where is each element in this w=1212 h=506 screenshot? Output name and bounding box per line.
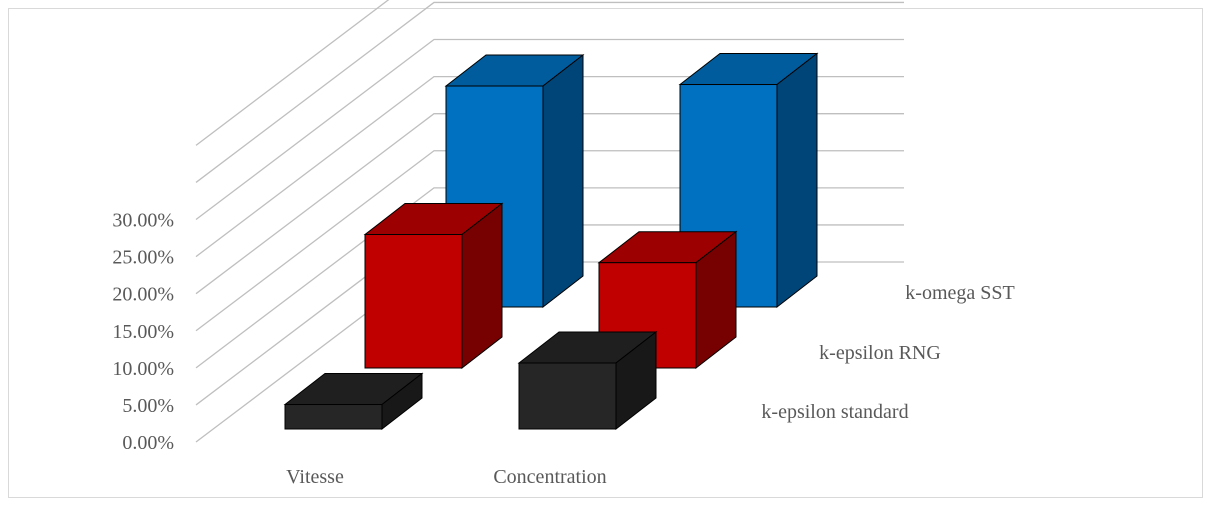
gridline bbox=[195, 38, 904, 221]
y-tick-label: 25.00% bbox=[112, 247, 174, 269]
axis-labels: 0.00% 5.00% 10.00% 15.00% 20.00% 25.00% 30.00%… bbox=[112, 210, 1014, 488]
gridline bbox=[195, 1, 904, 183]
bar bbox=[364, 234, 463, 369]
bar bbox=[284, 404, 383, 430]
bar bbox=[518, 362, 617, 430]
y-tick-label: 15.00% bbox=[112, 321, 174, 343]
category-label: Concentration bbox=[493, 466, 606, 488]
bar-side bbox=[776, 52, 818, 309]
series-label: k-epsilon RNG bbox=[819, 342, 941, 364]
gridline bbox=[195, 0, 390, 146]
series-label: k-omega SST bbox=[905, 282, 1014, 304]
bar-side bbox=[542, 53, 584, 309]
y-tick-label: 5.00% bbox=[122, 395, 174, 417]
y-tick-label: 0.00% bbox=[122, 432, 174, 454]
category-label: Vitesse bbox=[286, 466, 344, 488]
series-label: k-epsilon standard bbox=[761, 401, 908, 423]
y-tick-label: 30.00% bbox=[112, 210, 174, 232]
y-tick-label: 20.00% bbox=[112, 284, 174, 306]
y-tick-label: 10.00% bbox=[112, 358, 174, 380]
bars bbox=[283, 52, 819, 431]
